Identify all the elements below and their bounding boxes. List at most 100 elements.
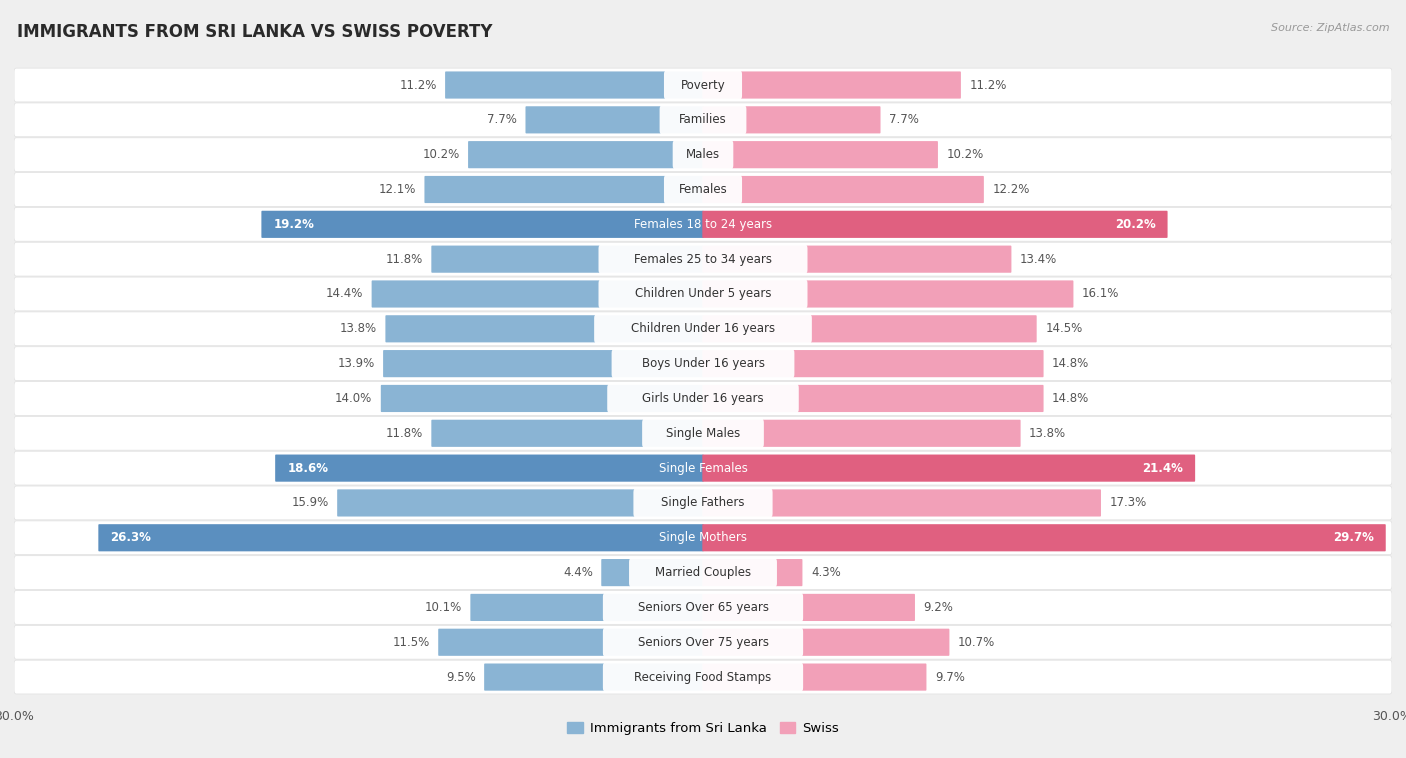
Text: 14.5%: 14.5% — [1045, 322, 1083, 335]
FancyBboxPatch shape — [14, 660, 1392, 694]
FancyBboxPatch shape — [276, 455, 703, 481]
Text: Children Under 16 years: Children Under 16 years — [631, 322, 775, 335]
Text: 10.1%: 10.1% — [425, 601, 461, 614]
FancyBboxPatch shape — [703, 176, 984, 203]
FancyBboxPatch shape — [14, 277, 1392, 311]
Text: 14.8%: 14.8% — [1052, 357, 1090, 370]
Text: Single Fathers: Single Fathers — [661, 496, 745, 509]
FancyBboxPatch shape — [628, 558, 778, 587]
Text: 13.4%: 13.4% — [1019, 252, 1057, 265]
FancyBboxPatch shape — [612, 349, 794, 378]
FancyBboxPatch shape — [14, 208, 1392, 241]
Text: 7.7%: 7.7% — [889, 114, 920, 127]
Text: 11.2%: 11.2% — [969, 79, 1007, 92]
Text: 13.9%: 13.9% — [337, 357, 374, 370]
FancyBboxPatch shape — [14, 381, 1392, 415]
FancyBboxPatch shape — [703, 628, 949, 656]
FancyBboxPatch shape — [381, 385, 703, 412]
Text: 9.2%: 9.2% — [924, 601, 953, 614]
FancyBboxPatch shape — [337, 490, 703, 516]
FancyBboxPatch shape — [14, 138, 1392, 171]
FancyBboxPatch shape — [14, 486, 1392, 520]
FancyBboxPatch shape — [484, 663, 703, 691]
FancyBboxPatch shape — [471, 594, 703, 621]
Text: 11.8%: 11.8% — [385, 252, 423, 265]
Text: 13.8%: 13.8% — [1029, 427, 1066, 440]
FancyBboxPatch shape — [664, 174, 742, 205]
FancyBboxPatch shape — [672, 139, 734, 170]
FancyBboxPatch shape — [382, 350, 703, 377]
Text: 15.9%: 15.9% — [291, 496, 329, 509]
Text: 11.2%: 11.2% — [399, 79, 437, 92]
Text: 29.7%: 29.7% — [1333, 531, 1374, 544]
Text: 13.8%: 13.8% — [340, 322, 377, 335]
Text: 14.0%: 14.0% — [335, 392, 373, 405]
Text: IMMIGRANTS FROM SRI LANKA VS SWISS POVERTY: IMMIGRANTS FROM SRI LANKA VS SWISS POVER… — [17, 23, 492, 41]
Text: Poverty: Poverty — [681, 79, 725, 92]
FancyBboxPatch shape — [425, 176, 703, 203]
FancyBboxPatch shape — [703, 280, 1073, 308]
FancyBboxPatch shape — [703, 455, 1195, 481]
FancyBboxPatch shape — [599, 279, 807, 309]
Text: Children Under 5 years: Children Under 5 years — [634, 287, 772, 300]
FancyBboxPatch shape — [14, 590, 1392, 625]
Text: 12.2%: 12.2% — [993, 183, 1029, 196]
FancyBboxPatch shape — [703, 350, 1043, 377]
FancyBboxPatch shape — [439, 628, 703, 656]
FancyBboxPatch shape — [595, 314, 811, 343]
FancyBboxPatch shape — [659, 105, 747, 135]
Text: 16.1%: 16.1% — [1083, 287, 1119, 300]
Text: 19.2%: 19.2% — [274, 218, 315, 231]
Legend: Immigrants from Sri Lanka, Swiss: Immigrants from Sri Lanka, Swiss — [562, 716, 844, 741]
FancyBboxPatch shape — [432, 420, 703, 447]
FancyBboxPatch shape — [603, 662, 803, 692]
FancyBboxPatch shape — [603, 593, 803, 622]
FancyBboxPatch shape — [703, 525, 1386, 551]
Text: 21.4%: 21.4% — [1142, 462, 1182, 475]
FancyBboxPatch shape — [14, 625, 1392, 659]
FancyBboxPatch shape — [446, 71, 703, 99]
Text: Receiving Food Stamps: Receiving Food Stamps — [634, 671, 772, 684]
Text: 4.3%: 4.3% — [811, 566, 841, 579]
FancyBboxPatch shape — [14, 173, 1392, 206]
FancyBboxPatch shape — [703, 490, 1101, 516]
FancyBboxPatch shape — [703, 246, 1011, 273]
FancyBboxPatch shape — [14, 346, 1392, 381]
Text: 26.3%: 26.3% — [111, 531, 152, 544]
Text: Girls Under 16 years: Girls Under 16 years — [643, 392, 763, 405]
FancyBboxPatch shape — [14, 556, 1392, 590]
FancyBboxPatch shape — [14, 68, 1392, 102]
Text: 14.4%: 14.4% — [326, 287, 363, 300]
Text: 11.8%: 11.8% — [385, 427, 423, 440]
Text: Females 25 to 34 years: Females 25 to 34 years — [634, 252, 772, 265]
Text: Single Males: Single Males — [666, 427, 740, 440]
FancyBboxPatch shape — [703, 71, 960, 99]
Text: Females: Females — [679, 183, 727, 196]
FancyBboxPatch shape — [703, 420, 1021, 447]
Text: 18.6%: 18.6% — [287, 462, 329, 475]
Text: Source: ZipAtlas.com: Source: ZipAtlas.com — [1271, 23, 1389, 33]
Text: 10.7%: 10.7% — [957, 636, 995, 649]
FancyBboxPatch shape — [703, 315, 1036, 343]
Text: 20.2%: 20.2% — [1115, 218, 1156, 231]
FancyBboxPatch shape — [98, 525, 703, 551]
FancyBboxPatch shape — [664, 70, 742, 100]
FancyBboxPatch shape — [371, 280, 703, 308]
Text: 12.1%: 12.1% — [378, 183, 416, 196]
Text: 10.2%: 10.2% — [422, 148, 460, 161]
Text: Families: Families — [679, 114, 727, 127]
FancyBboxPatch shape — [385, 315, 703, 343]
Text: Seniors Over 65 years: Seniors Over 65 years — [637, 601, 769, 614]
Text: Males: Males — [686, 148, 720, 161]
FancyBboxPatch shape — [432, 246, 703, 273]
FancyBboxPatch shape — [599, 244, 807, 274]
FancyBboxPatch shape — [14, 416, 1392, 450]
Text: Single Females: Single Females — [658, 462, 748, 475]
Text: Boys Under 16 years: Boys Under 16 years — [641, 357, 765, 370]
FancyBboxPatch shape — [703, 385, 1043, 412]
FancyBboxPatch shape — [703, 211, 1167, 238]
FancyBboxPatch shape — [603, 628, 803, 657]
FancyBboxPatch shape — [14, 521, 1392, 555]
FancyBboxPatch shape — [643, 418, 763, 448]
Text: Married Couples: Married Couples — [655, 566, 751, 579]
